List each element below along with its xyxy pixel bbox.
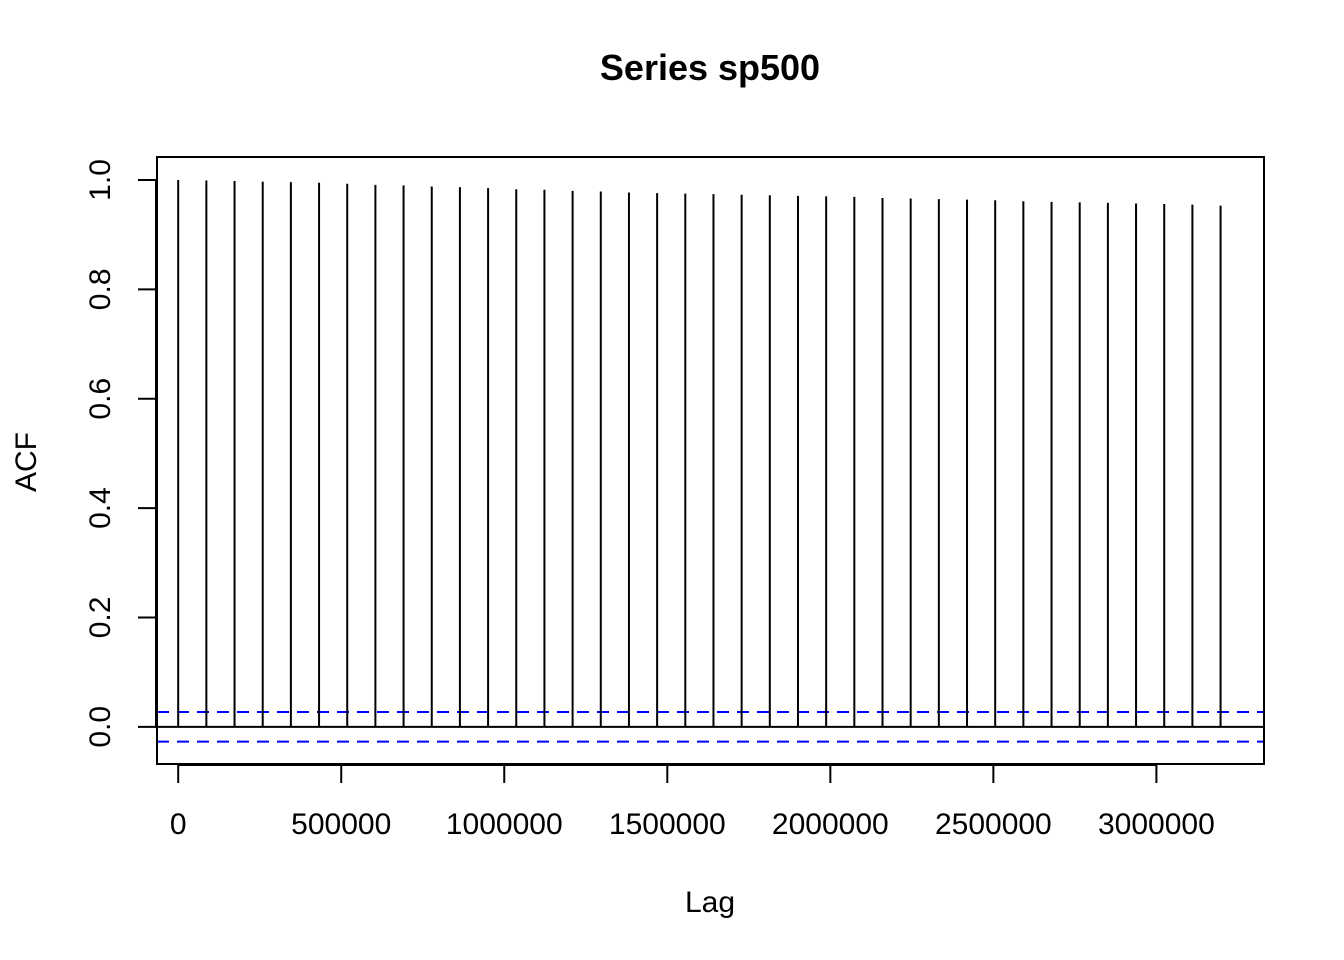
y-axis-label: ACF <box>10 432 43 492</box>
chart-title: Series sp500 <box>600 47 820 88</box>
y-tick-label: 0.0 <box>84 706 117 748</box>
y-tick-label: 0.6 <box>84 378 117 420</box>
x-tick-label: 1500000 <box>609 808 726 841</box>
y-tick-label: 0.2 <box>84 597 117 639</box>
x-tick-label: 500000 <box>291 808 391 841</box>
x-tick-label: 1000000 <box>446 808 563 841</box>
y-tick-label: 0.8 <box>84 268 117 310</box>
y-axis: 0.0 0.2 0.4 0.6 0.8 1.0 <box>84 159 157 748</box>
x-axis: 0 500000 1000000 1500000 2000000 2500000 30000… <box>170 764 1215 841</box>
x-axis-label: Lag <box>685 886 735 919</box>
y-tick-label: 1.0 <box>84 159 117 201</box>
y-tick-label: 0.4 <box>84 487 117 529</box>
plot-area <box>157 179 1264 743</box>
plot-frame <box>156 156 1265 765</box>
x-tick-label: 2000000 <box>772 808 889 841</box>
x-tick-label: 3000000 <box>1098 808 1215 841</box>
x-tick-label: 2500000 <box>935 808 1052 841</box>
x-tick-label: 0 <box>170 808 187 841</box>
